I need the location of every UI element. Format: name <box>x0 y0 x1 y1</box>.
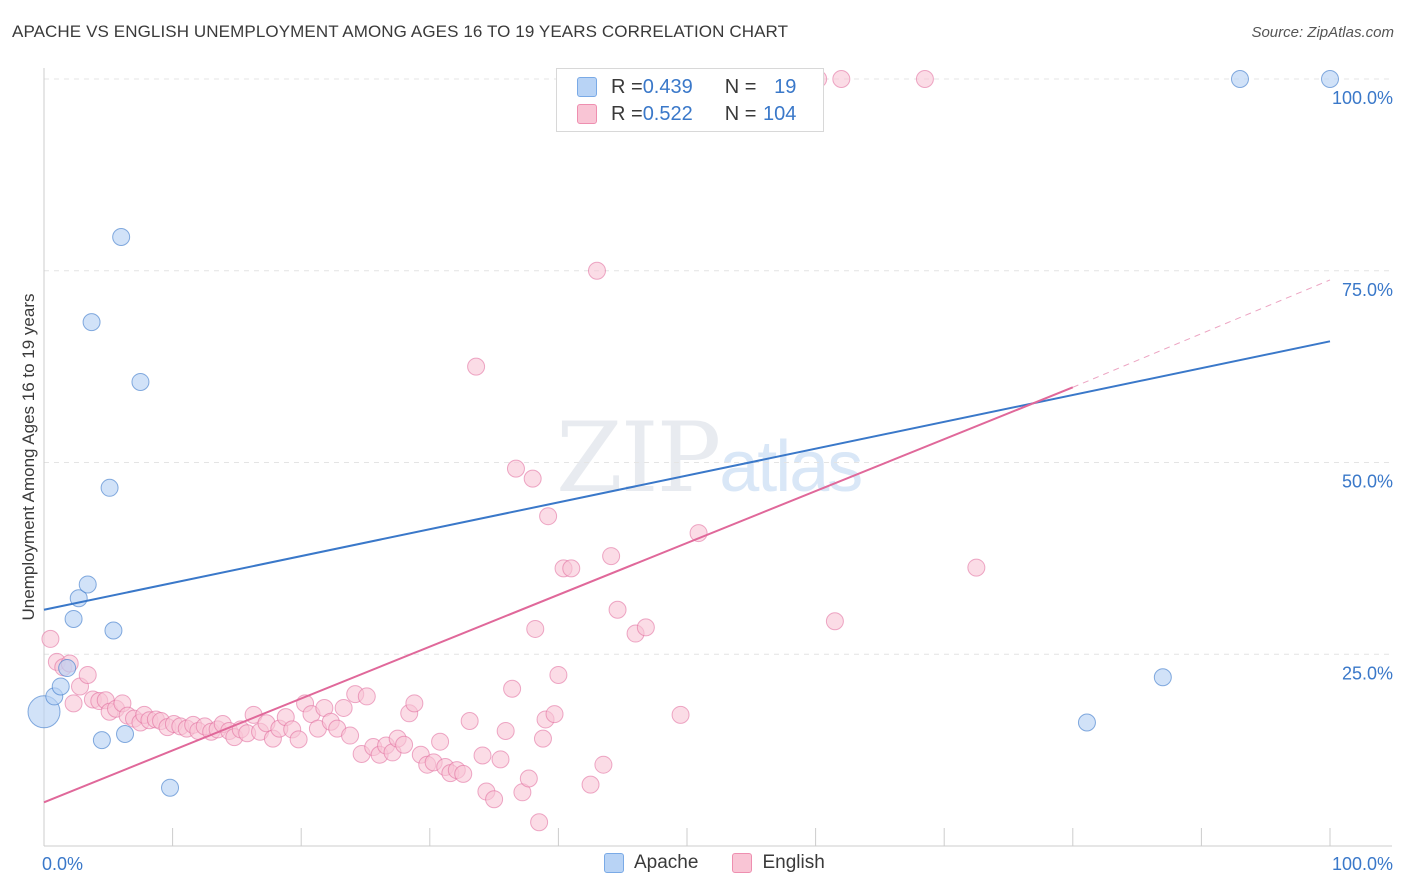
english-point-52 <box>357 687 376 706</box>
english-point-86 <box>545 705 564 724</box>
english-point-73 <box>485 790 504 809</box>
english-point-69 <box>460 711 479 730</box>
english-point-79 <box>519 769 538 788</box>
x-tick-label-right: 100.0% <box>1332 854 1393 874</box>
english-point-104 <box>967 558 986 577</box>
english-legend-label: English <box>762 852 825 873</box>
english-point-76 <box>503 679 522 698</box>
apache-point-18 <box>1321 70 1339 88</box>
english-point-48 <box>334 698 353 717</box>
legend-row-apache: R = 0.439 N = 19 <box>577 75 796 99</box>
english-point-64 <box>431 732 450 751</box>
english-point-89 <box>562 559 581 578</box>
english-point-80 <box>523 469 542 488</box>
source-label: Source: ZipAtlas.com <box>1251 24 1394 41</box>
english-point-6 <box>78 665 97 684</box>
apache-point-15 <box>1077 713 1096 732</box>
apache-point-7 <box>82 313 101 332</box>
apache-point-6 <box>78 575 97 594</box>
english-point-94 <box>608 600 627 619</box>
english-point-41 <box>289 730 308 749</box>
watermark-zip: ZIP <box>556 402 721 514</box>
english-point-83 <box>533 729 552 748</box>
english-point-74 <box>491 750 510 769</box>
apache-point-12 <box>116 725 135 744</box>
english-point-92 <box>594 755 613 774</box>
apache-n-label: N = <box>724 75 757 98</box>
english-point-58 <box>395 735 414 754</box>
english-points <box>41 70 986 832</box>
watermark-atlas: atlas <box>719 427 863 507</box>
apache-point-8 <box>92 731 111 750</box>
english-point-98 <box>671 705 690 724</box>
legend-row-english: R = 0.522 N = 104 <box>577 102 796 126</box>
series-legend: Apache English <box>604 852 825 874</box>
english-legend-swatch <box>732 853 753 873</box>
english-point-101 <box>825 612 844 631</box>
correlation-legend: R = 0.439 N = 19 R = 0.522 N = 104 <box>556 68 824 132</box>
apache-r-value: 0.439 <box>642 75 693 98</box>
english-point-85 <box>539 507 558 526</box>
english-point-81 <box>526 619 545 638</box>
apache-point-13 <box>131 372 150 391</box>
english-point-68 <box>454 764 473 783</box>
y-tick-label-100: 100.0% <box>1332 88 1393 108</box>
english-point-103 <box>915 70 934 88</box>
y-tick-label-75: 75.0% <box>1342 280 1393 300</box>
tick-labels: 25.0% 50.0% 75.0% 100.0% 0.0% 100.0% <box>42 88 1393 874</box>
x-tick-label-left: 0.0% <box>42 854 83 874</box>
english-n-value: 104 <box>763 102 797 125</box>
english-r-label: R = <box>611 102 643 125</box>
watermark: ZIPatlas <box>556 402 863 514</box>
apache-legend-swatch <box>604 853 624 873</box>
y-tick-label-50: 50.0% <box>1342 472 1393 492</box>
english-point-97 <box>636 618 655 637</box>
y-tick-label-25: 25.0% <box>1342 663 1393 683</box>
apache-point-2 <box>51 677 70 696</box>
apache-point-3 <box>58 659 77 678</box>
apache-swatch <box>577 77 597 97</box>
apache-trend-line <box>43 340 1331 611</box>
apache-point-9 <box>100 478 119 497</box>
english-point-102 <box>832 70 851 88</box>
english-point-70 <box>467 357 486 376</box>
chart-title: APACHE VS ENGLISH UNEMPLOYMENT AMONG AGE… <box>12 22 789 41</box>
english-trend-extension <box>1072 279 1331 388</box>
english-trend-line <box>43 386 1074 804</box>
english-point-4 <box>64 694 83 713</box>
apache-r-label: R = <box>611 75 643 98</box>
english-point-0 <box>41 629 60 648</box>
english-point-90 <box>581 775 600 794</box>
english-point-49 <box>341 726 360 745</box>
apache-points <box>27 70 1339 797</box>
apache-point-10 <box>104 621 123 640</box>
english-point-82 <box>530 813 549 832</box>
apache-point-14 <box>161 778 180 797</box>
english-point-75 <box>496 721 515 740</box>
english-point-60 <box>405 694 424 713</box>
english-point-71 <box>473 746 492 765</box>
english-point-91 <box>587 261 606 280</box>
apache-point-17 <box>1230 70 1249 88</box>
english-point-77 <box>506 459 525 478</box>
apache-legend-label: Apache <box>634 852 699 873</box>
english-swatch <box>577 104 597 124</box>
apache-point-4 <box>64 609 83 628</box>
english-point-87 <box>549 665 568 684</box>
trend-lines <box>43 279 1331 804</box>
english-point-93 <box>602 547 621 566</box>
english-r-value: 0.522 <box>642 102 693 125</box>
apache-point-11 <box>112 228 131 247</box>
apache-point-16 <box>1153 668 1172 687</box>
english-n-label: N = <box>724 102 757 125</box>
apache-n-value: 19 <box>774 75 797 98</box>
